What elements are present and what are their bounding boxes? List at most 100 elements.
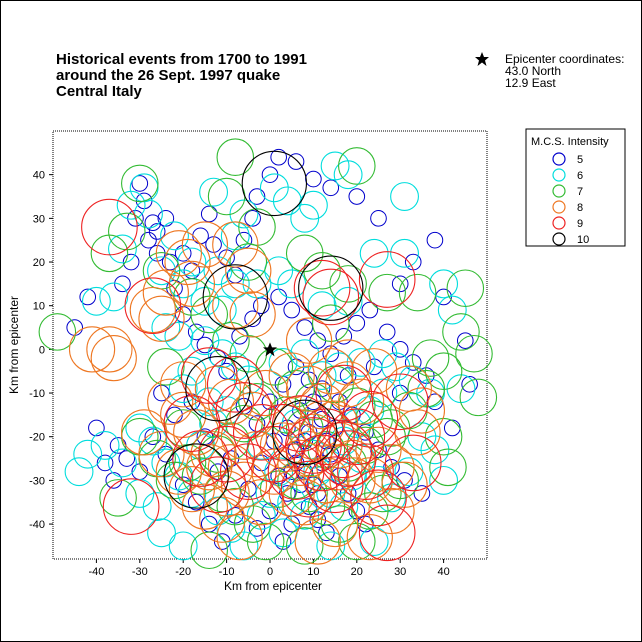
- intensity-8-point: [194, 365, 242, 412]
- intensity-9-point: [293, 259, 351, 317]
- intensity-9-point: [163, 395, 221, 452]
- intensity-5-point: [153, 384, 170, 402]
- legend-box: [525, 128, 626, 247]
- intensity-8-point: [285, 365, 333, 412]
- intensity-6-point: [108, 448, 137, 478]
- legend-label-8: 8: [577, 202, 583, 214]
- intensity-6-point: [190, 326, 220, 356]
- intensity-9-point: [246, 425, 303, 483]
- chart-title-line-3: Central Italy: [56, 83, 143, 100]
- intensity-9-point: [341, 390, 399, 448]
- epicenter-label: Epicenter coordinates:: [505, 52, 624, 66]
- intensity-6-point: [116, 190, 146, 220]
- intensity-8-point: [129, 286, 176, 334]
- intensity-8-point: [398, 387, 446, 434]
- intensity-7-point: [38, 313, 77, 351]
- y-tick-label: -20: [29, 432, 45, 444]
- y-tick-label: -30: [29, 475, 45, 487]
- y-axis-label: Km from epicenter: [7, 296, 21, 394]
- intensity-6-point: [199, 177, 229, 207]
- epicenter-lat: 43.0 North: [505, 64, 561, 78]
- intensity-6-point: [125, 479, 155, 508]
- intensity-5-point: [144, 214, 162, 232]
- x-axis-label: Km from epicenter: [224, 579, 322, 593]
- y-tick-label: -40: [29, 519, 45, 531]
- intensity-8-point: [90, 334, 137, 382]
- intensity-9-point: [328, 408, 386, 466]
- data-marks: [38, 138, 498, 570]
- intensity-5-point: [244, 310, 261, 328]
- axis-ticks: -40 -30 -20 -10 0 10 20 30 40 40 30 20 10 0 -10 -20 -30 -…: [29, 170, 450, 578]
- intensity-9-point: [102, 478, 160, 535]
- x-tick-label: 20: [351, 566, 363, 578]
- intensity-7-point: [424, 352, 463, 390]
- intensity-6-point: [320, 151, 350, 181]
- intensity-7-point: [407, 369, 446, 408]
- intensity-5-point: [174, 244, 192, 262]
- intensity-9-point: [371, 373, 429, 431]
- intensity-8-point: [142, 269, 189, 316]
- intensity-8-point: [121, 409, 168, 456]
- intensity-8-point: [207, 444, 255, 491]
- intensity-8-point: [212, 221, 259, 268]
- intensity-9-point: [337, 443, 394, 500]
- legend-marker-10: [552, 232, 566, 246]
- intensity-10-point: [202, 264, 268, 330]
- intensity-5-point: [270, 148, 287, 166]
- intensity-8-point: [268, 352, 315, 399]
- intensity-7-point: [429, 448, 467, 487]
- epicenter-lon: 12.9 East: [505, 76, 556, 90]
- intensity-6-point: [390, 182, 419, 211]
- intensity-5-point: [118, 450, 136, 467]
- intensity-6-point: [338, 461, 367, 491]
- intensity-10-point: [185, 356, 251, 422]
- intensity-6-point: [164, 321, 194, 351]
- intensity-5-point: [296, 319, 314, 336]
- chart-title-line-1: Historical events from 1700 to 1991: [56, 51, 307, 68]
- intensity-7-point: [238, 208, 276, 246]
- intensity-6-point: [138, 426, 168, 456]
- intensity-9-point: [267, 443, 325, 500]
- intensity-7-point: [455, 334, 493, 373]
- intensity-8-point: [355, 426, 402, 473]
- intensity-8-point: [272, 422, 320, 469]
- intensity-5-point: [426, 231, 444, 249]
- intensity-6-point: [125, 413, 155, 443]
- intensity-5-point: [248, 188, 266, 205]
- intensity-7-point: [285, 234, 324, 273]
- legend-marker-6: [552, 168, 566, 182]
- x-tick-label: 30: [394, 566, 406, 578]
- y-tick-label: 10: [33, 301, 45, 313]
- epicenter-star-icon: [263, 342, 277, 357]
- intensity-8-point: [351, 348, 398, 395]
- intensity-6-point: [420, 435, 450, 465]
- intensity-5-point: [413, 485, 431, 502]
- intensity-9-point: [180, 347, 238, 404]
- intensity-5-point: [370, 210, 387, 227]
- intensity-6-point: [64, 457, 94, 487]
- intensity-5-point: [348, 314, 366, 332]
- legend-label-10: 10: [577, 234, 589, 246]
- intensity-10-point: [163, 443, 229, 509]
- legend-items: 5 6 7 8 9 10: [552, 152, 589, 246]
- legend-marker-9: [552, 216, 566, 230]
- intensity-7-point: [446, 269, 485, 308]
- intensity-5-point: [274, 533, 292, 550]
- intensity-8-point: [346, 514, 393, 561]
- intensity-6-point: [134, 199, 163, 229]
- intensity-5-point: [200, 205, 218, 223]
- intensity-6-point: [108, 234, 137, 264]
- legend-label-7: 7: [577, 186, 583, 198]
- intensity-6-point: [307, 291, 337, 321]
- intensity-7-point: [121, 164, 159, 203]
- intensity-5-point: [378, 323, 396, 341]
- intensity-6-point: [329, 492, 359, 522]
- intensity-6-point: [346, 348, 376, 377]
- y-tick-label: -10: [29, 388, 45, 400]
- intensity-7-point: [338, 147, 376, 185]
- intensity-8-point: [238, 479, 285, 526]
- intensity-8-point: [203, 470, 250, 517]
- intensity-6-point: [129, 173, 159, 203]
- intensity-5-point: [235, 231, 253, 249]
- intensity-5-point: [131, 175, 149, 192]
